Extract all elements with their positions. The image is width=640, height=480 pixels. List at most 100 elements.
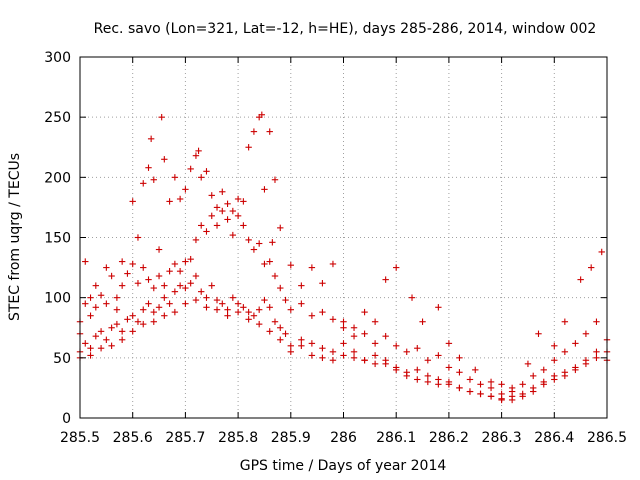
data-point (371, 352, 379, 359)
data-point (361, 330, 368, 337)
data-point (187, 280, 194, 287)
data-point (598, 248, 605, 256)
data-point (393, 342, 400, 349)
data-point (530, 384, 537, 392)
data-point (435, 381, 442, 388)
data-point (408, 294, 416, 301)
data-point (224, 216, 231, 223)
data-point (198, 222, 205, 229)
data-point (382, 360, 389, 368)
y-tick-label: 0 (62, 411, 71, 427)
data-point (182, 284, 189, 292)
data-point (340, 324, 347, 331)
data-point (445, 378, 453, 386)
data-point (282, 296, 289, 304)
data-point (519, 390, 526, 398)
data-point (350, 348, 358, 356)
data-point (208, 282, 215, 289)
data-point (87, 294, 94, 301)
data-point (329, 316, 337, 323)
data-point (340, 340, 347, 347)
x-axis-title: GPS time / Days of year 2014 (240, 458, 447, 474)
data-point (466, 388, 474, 395)
data-point (266, 128, 273, 135)
data-point (229, 294, 237, 301)
data-point (234, 212, 242, 220)
x-tick-label: 286.4 (534, 430, 574, 446)
data-point (219, 188, 226, 195)
data-point (277, 284, 284, 292)
data-point (466, 376, 474, 383)
data-point (456, 384, 463, 392)
data-point (261, 296, 268, 304)
x-tick-label: 286.1 (376, 430, 416, 446)
data-point (245, 236, 252, 244)
data-point (234, 308, 242, 316)
data-point (371, 340, 379, 347)
data-point (287, 342, 294, 349)
data-point (113, 306, 121, 313)
data-point (487, 378, 495, 386)
data-point (271, 176, 279, 183)
data-point (561, 348, 569, 356)
data-point (203, 228, 210, 235)
data-point (113, 320, 121, 328)
data-point (145, 164, 152, 171)
data-point (582, 357, 590, 364)
data-point (414, 345, 421, 352)
data-point (282, 330, 289, 337)
data-point (414, 366, 421, 374)
data-point (166, 198, 173, 205)
data-point (108, 324, 115, 331)
data-point (155, 246, 163, 253)
data-point (572, 364, 579, 371)
data-point (124, 270, 131, 277)
data-point (287, 348, 294, 356)
data-point (198, 174, 205, 181)
y-axis-title: STEC from uqrg / TECUs (7, 153, 23, 321)
data-point (82, 258, 89, 265)
data-point (540, 378, 547, 386)
data-point (456, 369, 463, 376)
data-point (229, 231, 237, 239)
data-point (113, 294, 121, 301)
data-point (445, 340, 453, 347)
data-point (477, 390, 484, 398)
data-point (277, 224, 284, 232)
data-point (219, 300, 226, 307)
data-point (319, 345, 326, 352)
data-point (108, 342, 115, 349)
data-point (350, 332, 358, 340)
data-point (145, 276, 152, 283)
data-point (134, 280, 142, 287)
data-point (158, 113, 165, 121)
x-tick-label: 285.8 (218, 430, 258, 446)
y-tick-label: 200 (44, 170, 71, 186)
data-point (140, 306, 147, 313)
data-point (82, 340, 89, 347)
data-point (508, 393, 516, 400)
data-point (593, 318, 600, 325)
data-point (287, 306, 294, 313)
data-point (134, 318, 142, 325)
data-point (103, 336, 110, 343)
data-point (308, 312, 316, 319)
data-point (456, 354, 463, 362)
data-point (129, 328, 136, 335)
data-point (240, 304, 247, 311)
data-point (92, 282, 100, 289)
data-point (213, 204, 221, 211)
data-point (593, 354, 600, 362)
data-point (277, 324, 284, 331)
data-point (195, 147, 202, 155)
data-point (224, 312, 231, 319)
data-point (171, 174, 179, 181)
data-point (171, 260, 179, 268)
data-point (266, 304, 273, 311)
data-point (261, 260, 268, 268)
data-point (382, 332, 389, 340)
data-point (593, 348, 600, 356)
data-point (393, 264, 400, 271)
data-point (587, 264, 595, 271)
